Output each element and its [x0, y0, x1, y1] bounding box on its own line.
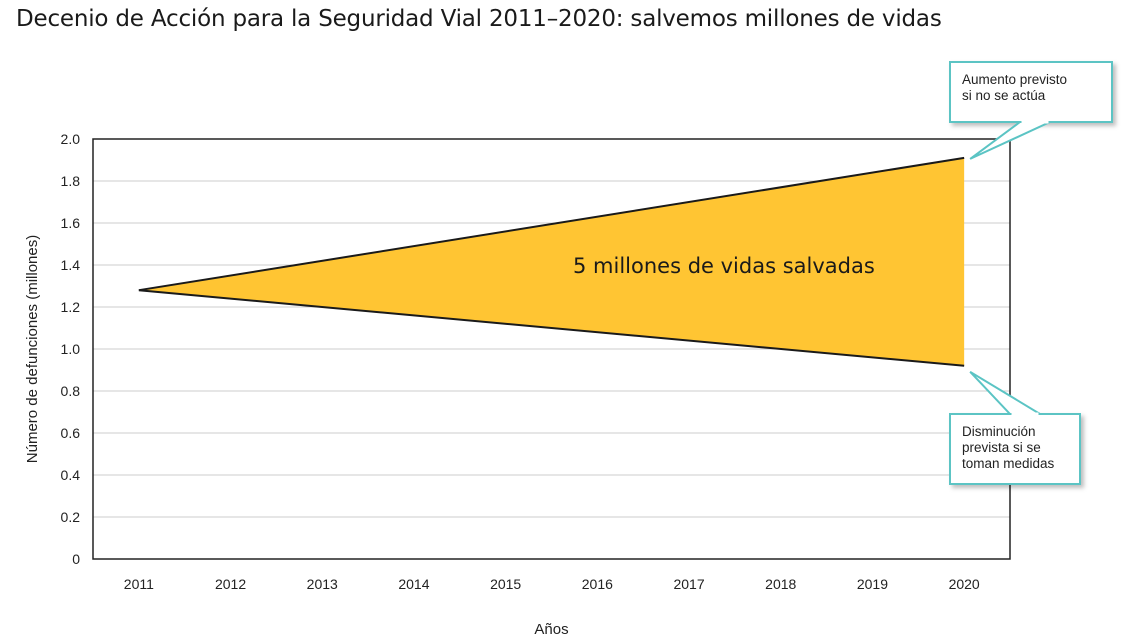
y-tick-labels: 0 0.2 0.4 0.6 0.8 1.0 1.2 1.4 1.6 1.8 2.0 — [61, 131, 81, 567]
x-tick-label: 2019 — [857, 576, 888, 592]
y-tick-label: 0.4 — [61, 467, 81, 483]
plot-frame — [92, 138, 1011, 560]
callout-text: toman medidas — [962, 456, 1055, 471]
lives-saved-area — [138, 157, 965, 366]
x-tick-label: 2012 — [215, 576, 246, 592]
x-axis-label: Años — [534, 621, 568, 638]
y-tick-label: 1.4 — [61, 257, 81, 273]
callout-text: Disminución — [962, 424, 1036, 439]
x-tick-label: 2016 — [582, 576, 613, 592]
x-tick-labels: 2011 2012 2013 2014 2015 2016 2017 2018 2019 2020 — [124, 576, 980, 592]
y-tick-label: 0 — [72, 551, 80, 567]
x-tick-label: 2018 — [765, 576, 796, 592]
y-tick-label: 0.8 — [61, 383, 81, 399]
callout-text: prevista si se — [962, 440, 1041, 455]
y-tick-label: 1.2 — [61, 299, 81, 315]
callout-text: si no se actúa — [962, 88, 1046, 103]
y-tick-label: 2.0 — [61, 131, 81, 147]
series-line-decrease — [138, 289, 965, 367]
chart-title: Decenio de Acción para la Seguridad Vial… — [16, 6, 942, 32]
x-tick-label: 2017 — [673, 576, 704, 592]
x-tick-label: 2015 — [490, 576, 521, 592]
y-tick-label: 0.2 — [61, 509, 81, 525]
area-label: 5 millones de vidas salvadas — [573, 254, 875, 278]
y-axis-label: Número de defunciones (millones) — [24, 235, 41, 463]
x-tick-label: 2011 — [124, 576, 154, 592]
series-line-increase — [138, 156, 965, 292]
x-tick-label: 2013 — [307, 576, 338, 592]
x-tick-label: 2014 — [398, 576, 429, 592]
callout-text: Aumento previsto — [962, 72, 1067, 87]
y-tick-label: 1.8 — [61, 173, 81, 189]
x-tick-label: 2020 — [949, 576, 980, 592]
y-tick-label: 1.6 — [61, 215, 81, 231]
y-tick-label: 1.0 — [61, 341, 81, 357]
y-tick-label: 0.6 — [61, 425, 81, 441]
